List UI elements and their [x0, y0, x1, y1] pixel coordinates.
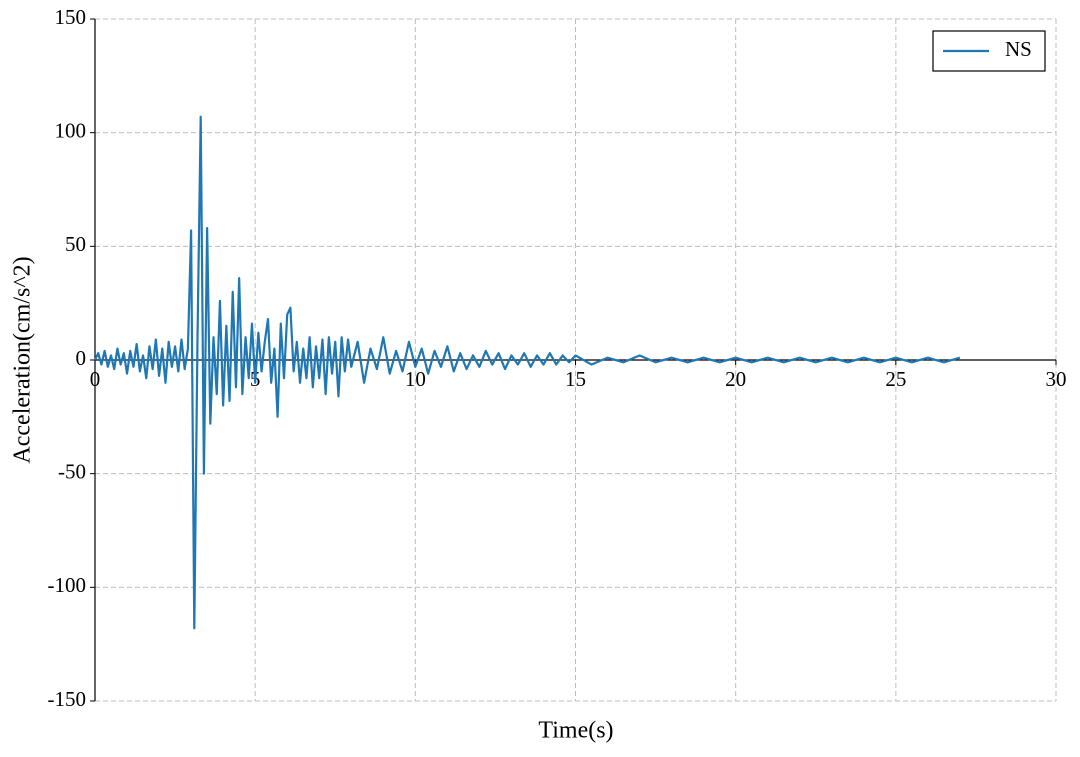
y-tick-label: 150: [55, 5, 87, 29]
y-tick-label: 50: [65, 232, 86, 256]
x-tick-label: 20: [725, 367, 746, 391]
y-tick-label: 0: [76, 346, 87, 370]
data-line: [94, 115, 961, 630]
y-tick-label: -50: [58, 459, 86, 483]
x-tick-label: 15: [565, 367, 586, 391]
x-axis-label: Time(s): [538, 718, 613, 744]
y-tick-label: -100: [48, 573, 87, 597]
x-tick-label: 25: [885, 367, 906, 391]
y-tick-label: -150: [48, 687, 87, 711]
x-tick-label: 10: [405, 367, 426, 391]
legend-label: NS: [1005, 37, 1032, 61]
x-tick-label: 30: [1046, 367, 1067, 391]
y-axis-label: Acceleration(cm/s^2): [10, 256, 36, 463]
y-tick-label: 100: [55, 118, 87, 142]
